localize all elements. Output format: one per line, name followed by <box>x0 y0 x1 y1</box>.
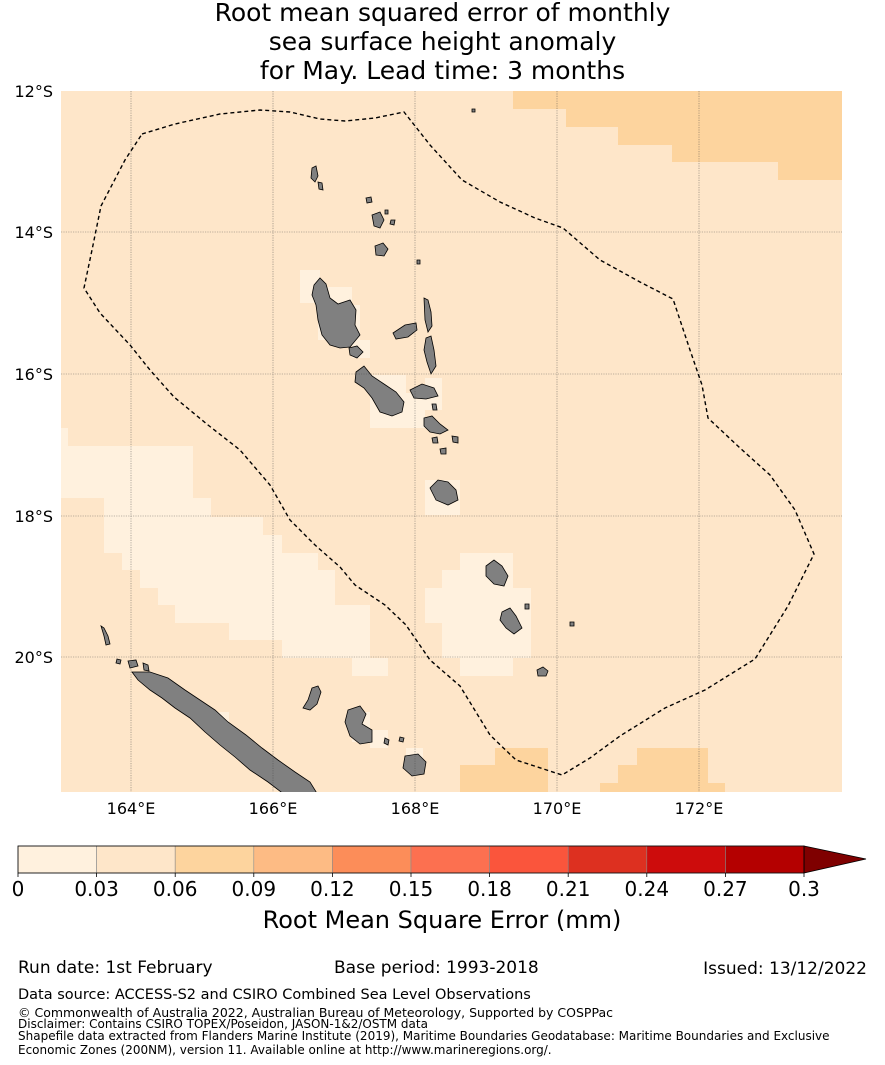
lat-label-20s: 20°S <box>14 648 53 667</box>
map-gridlines <box>61 91 842 792</box>
land-ouvea <box>302 685 322 711</box>
land-islet-3 <box>142 662 150 672</box>
colorbar-tick-label-4: 0.12 <box>310 877 355 901</box>
colorbar-tick-label-10: 0.3 <box>788 877 820 901</box>
land-epi <box>423 415 449 435</box>
land-islet-5 <box>317 181 324 191</box>
land-aniwa <box>524 603 530 610</box>
colorbar-segment-8 <box>646 845 726 874</box>
colorbar-segment-9 <box>725 845 805 874</box>
colorbar-ticks: 0 0.03 0.06 0.09 0.12 0.15 0.18 0.21 0.24 0.27 0.3 <box>12 873 820 901</box>
map-background <box>61 91 842 792</box>
land-lifou <box>344 705 373 745</box>
colorbar-extend-arrow <box>803 845 867 874</box>
land-efate <box>429 479 459 506</box>
land-belep <box>100 625 111 646</box>
title-line-1: Root mean squared error of monthly <box>214 0 671 27</box>
land-futuna <box>569 621 575 627</box>
land-islet-7 <box>389 219 396 226</box>
land-islet-4 <box>398 736 405 743</box>
land-tiga <box>383 737 390 746</box>
land-emae <box>451 435 459 444</box>
colorbar-tick-label-9: 0.27 <box>703 877 748 901</box>
land-paama <box>431 403 438 411</box>
land-aneityum <box>536 666 549 677</box>
shapefile-credit: Shapefile data extracted from Flanders M… <box>18 1029 830 1057</box>
land-erromango <box>485 559 509 587</box>
land-new-caledonia <box>131 671 317 792</box>
land-pentecost <box>423 335 437 375</box>
colorbar-tick-label-2: 0.06 <box>153 877 198 901</box>
land-islet-9 <box>471 108 476 113</box>
colorbar-tick-label-3: 0.09 <box>232 877 277 901</box>
base-period: Base period: 1993-2018 <box>334 958 539 978</box>
land-islet-1 <box>115 658 122 665</box>
lat-label-16s: 16°S <box>14 365 53 384</box>
colorbar-segment-1 <box>96 845 176 874</box>
colorbar-tick-label-1: 0.03 <box>74 877 119 901</box>
error-region-west <box>61 428 388 676</box>
lat-tick-labels: 12°S 14°S 16°S 18°S 20°S <box>14 82 53 667</box>
title-line-2: sea surface height anomaly <box>268 27 617 56</box>
land-tongoa <box>431 436 439 444</box>
land-espiritu-santo <box>311 277 361 349</box>
colorbar-segment-5 <box>410 845 490 874</box>
error-field <box>61 91 842 792</box>
land-ureparapara <box>365 196 373 204</box>
lon-label-166e: 166°E <box>249 799 298 818</box>
land-gaua <box>374 242 389 257</box>
lon-label-168e: 168°E <box>391 799 440 818</box>
copyright: © Commonwealth of Australia 2022, Austra… <box>18 1005 613 1020</box>
colorbar-tick-label-7: 0.21 <box>546 877 591 901</box>
land-ambae <box>392 322 418 340</box>
error-region-islands-4 <box>352 712 423 765</box>
disclaimer: Disclaimer: Contains CSIRO TOPEX/Poseido… <box>18 1017 428 1031</box>
land-malekula <box>354 365 405 417</box>
land-tanna <box>499 607 523 635</box>
data-source: Data source: ACCESS-S2 and CSIRO Combine… <box>18 987 531 1003</box>
land-merelava <box>416 259 421 265</box>
lon-label-170e: 170°E <box>533 799 582 818</box>
lon-tick-labels: 164°E 166°E 168°E 170°E 172°E <box>107 799 724 818</box>
colorbar-tick-label-6: 0.18 <box>467 877 512 901</box>
land-malo <box>348 345 364 359</box>
land-islet-2 <box>127 659 139 669</box>
lat-label-14s: 14°S <box>14 223 53 242</box>
error-region-south-2 <box>600 748 725 792</box>
colorbar-segment-4 <box>332 845 412 874</box>
colorbar-tick-label-8: 0.24 <box>625 877 670 901</box>
colorbar: 0 0.03 0.06 0.09 0.12 0.15 0.18 0.21 0.24 0.27 0.3… <box>12 845 867 934</box>
lat-label-18s: 18°S <box>14 507 53 526</box>
colorbar-segment-2 <box>174 845 255 874</box>
colorbar-segment-0 <box>17 845 97 874</box>
chart-title: Root mean squared error of monthly sea s… <box>0 0 885 85</box>
colorbar-segment-7 <box>567 845 648 874</box>
error-region-northeast <box>513 91 842 180</box>
title-line-3: for May. Lead time: 3 months <box>259 56 626 85</box>
colorbar-tick-label-0: 0 <box>12 877 25 901</box>
issued-date: Issued: 13/12/2022 <box>703 959 867 979</box>
land-vanua-lava <box>371 211 385 229</box>
colorbar-label: Root Mean Square Error (mm) <box>263 906 622 934</box>
lon-label-172e: 172°E <box>675 799 724 818</box>
colorbar-segments <box>17 845 805 874</box>
eez-boundary <box>83 109 815 776</box>
land-mare <box>402 753 427 777</box>
land-torres-islands <box>310 165 319 183</box>
run-date: Run date: 1st February <box>18 958 213 978</box>
land-islet-6 <box>384 209 389 215</box>
colorbar-tick-label-5: 0.15 <box>389 877 434 901</box>
land-islet-8 <box>439 447 447 455</box>
land-maewo <box>423 297 433 333</box>
colorbar-segment-3 <box>253 845 333 874</box>
land-ambrym <box>409 383 439 400</box>
error-region-south-1 <box>460 748 548 792</box>
colorbar-segment-6 <box>489 845 569 874</box>
lat-label-12s: 12°S <box>14 82 53 101</box>
lon-label-164e: 164°E <box>107 799 156 818</box>
